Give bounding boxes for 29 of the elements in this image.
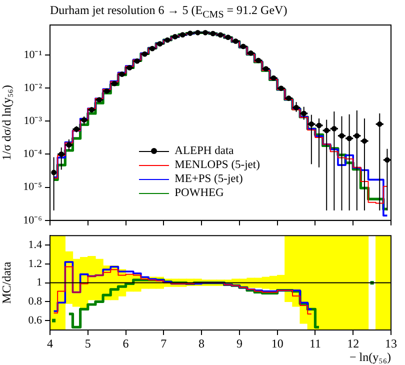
x-tick-label: 5 xyxy=(84,336,91,350)
x-tick-label: 10 xyxy=(271,336,284,350)
y-axis-title: MC/data xyxy=(0,261,14,304)
chart-title: Durham jet resolution 6 → 5 (E$_{CMS}$ = 91.2 GeV) xyxy=(50,3,288,20)
y-axis-title: 1/σ dσ/d ln(y₅₆) xyxy=(0,85,14,160)
x-tick-label: 11 xyxy=(309,336,322,350)
y-tick-label: 10⁻⁶ xyxy=(23,214,42,226)
legend-label: ME+PS (5-jet) xyxy=(174,172,243,186)
x-tick-label: 6 xyxy=(122,336,129,350)
y-tick-label: 1 xyxy=(36,276,42,289)
y-tick-label: 10⁻¹ xyxy=(24,48,42,61)
x-tick-label: 9 xyxy=(236,336,242,350)
x-tick-label: 7 xyxy=(160,336,167,350)
y-tick-label: 10⁻⁴ xyxy=(23,148,42,160)
y-tick-label: 10⁻⁵ xyxy=(23,181,42,194)
y-tick-label: 1.2 xyxy=(28,258,42,270)
legend-label: POWHEG xyxy=(174,186,224,200)
x-tick-label: 13 xyxy=(385,336,397,350)
y-tick-label: 10⁻³ xyxy=(24,114,43,127)
y-tick-label: 0.8 xyxy=(28,296,42,308)
x-tick-label: 8 xyxy=(198,336,205,350)
y-tick-label: 10⁻² xyxy=(24,82,43,94)
legend-label: ALEPH data xyxy=(174,144,234,158)
y-tick-label: 0.6 xyxy=(28,314,42,326)
x-tick-label: 12 xyxy=(347,336,360,350)
legend-label: MENLOPS (5-jet) xyxy=(174,158,260,172)
y-tick-label: 1.4 xyxy=(28,238,42,251)
x-axis-title: − ln(y₅₆) xyxy=(350,350,391,364)
x-tick-label: 4 xyxy=(47,336,53,350)
